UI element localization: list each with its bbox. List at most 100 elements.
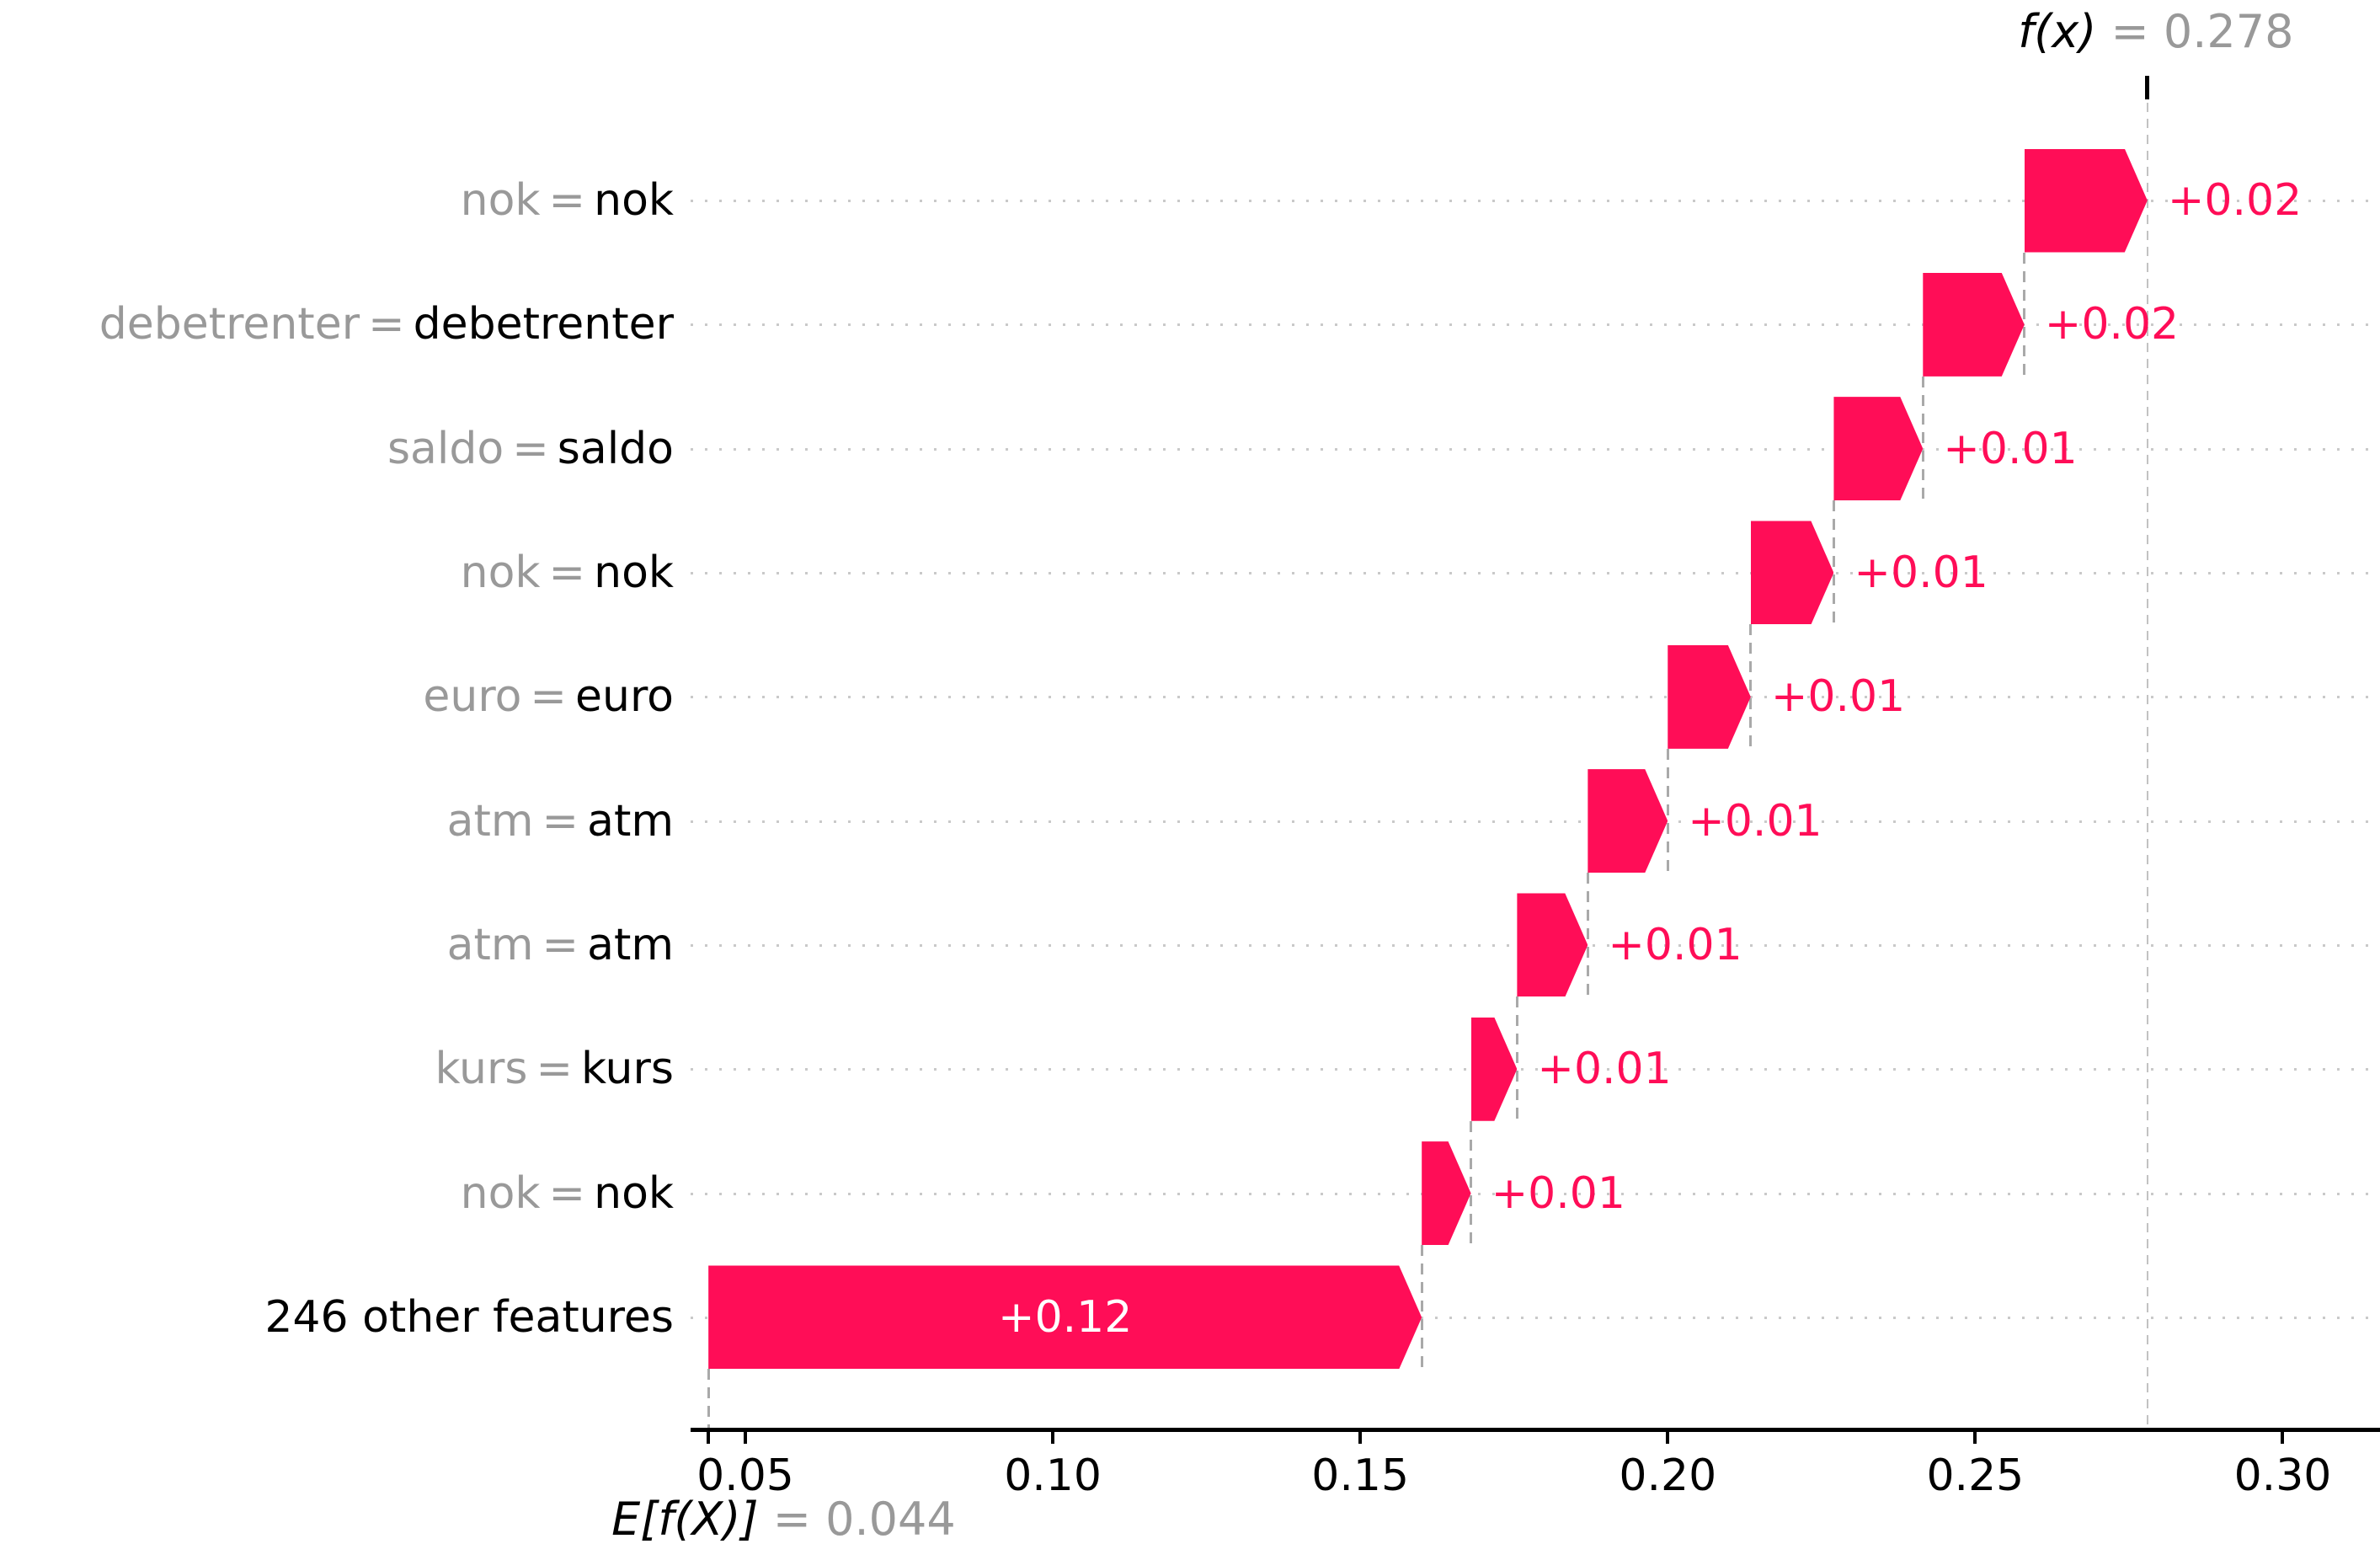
bar-value-label: +0.01 [1943, 423, 2078, 474]
expected-value-annotation: E[f(X)] = 0.044 [611, 1493, 956, 1547]
fx-value: = 0.278 [2096, 5, 2294, 58]
equals-sign: = [530, 671, 567, 723]
feature-name-text: nok [594, 547, 674, 598]
waterfall-bar [1517, 893, 1588, 996]
bar-value-label: +0.01 [1854, 547, 1988, 598]
bar-value-label: +0.01 [1608, 919, 1742, 970]
feature-value-text: atm [446, 919, 534, 970]
feature-name-text: kurs [581, 1044, 674, 1095]
expected-value-tick [707, 1432, 711, 1444]
bar-value-label: +0.02 [2044, 299, 2180, 350]
waterfall-bar [2025, 149, 2148, 253]
x-tick [1973, 1432, 1977, 1444]
feature-label: euro = euro [423, 670, 674, 724]
x-tick-label: 0.30 [2233, 1450, 2332, 1501]
gridline [691, 1192, 2375, 1195]
feature-value-text: saldo [387, 423, 504, 474]
x-tick-label: 0.05 [696, 1450, 794, 1501]
waterfall-bar [1833, 397, 1923, 500]
feature-value-text: nok [460, 547, 541, 598]
equals-sign: = [512, 423, 549, 474]
x-tick [2281, 1432, 2285, 1444]
fx-reference-line [2146, 103, 2148, 1428]
feature-name-text: 246 other features [264, 1291, 674, 1343]
feature-label: atm = atm [447, 794, 674, 848]
feature-value-text: nok [460, 1167, 541, 1219]
equals-sign: = [548, 547, 586, 598]
connector-line [1666, 748, 1669, 873]
feature-name-text: euro [575, 671, 674, 723]
gridline [691, 820, 2375, 823]
waterfall-bar [1668, 645, 1751, 749]
waterfall-bar [708, 1265, 1422, 1369]
x-tick [743, 1432, 747, 1444]
bar-value-label: +0.02 [2167, 175, 2303, 226]
x-tick [1051, 1432, 1055, 1444]
gridline [691, 696, 2375, 699]
connector-line [707, 1369, 710, 1428]
feature-label: saldo = saldo [387, 422, 674, 476]
connector-line [1832, 500, 1835, 625]
connector-line [1470, 1120, 1473, 1246]
gridline [691, 1068, 2375, 1071]
bar-value-label: +0.01 [1688, 795, 1822, 847]
gridline [691, 200, 2375, 202]
feature-label: 246 other features [264, 1290, 674, 1344]
fx-tick [2145, 76, 2150, 99]
feature-label: nok = nok [461, 174, 674, 227]
waterfall-bar [1751, 521, 1834, 624]
connector-line [1420, 1245, 1423, 1370]
fx-symbol: f(x) [2018, 5, 2097, 58]
feature-name-text: debetrenter [413, 299, 674, 350]
bar-value-label: +0.01 [1491, 1167, 1625, 1219]
gridline [691, 323, 2375, 327]
equals-sign: = [542, 919, 579, 970]
equals-sign: = [536, 1044, 574, 1095]
bar-value-label: +0.12 [998, 1291, 1133, 1343]
feature-label: nok = nok [461, 1167, 674, 1221]
feature-label: kurs = kurs [435, 1042, 674, 1096]
bar-value-label: +0.01 [1770, 671, 1906, 723]
x-tick-label: 0.25 [1926, 1450, 2025, 1501]
x-tick-label: 0.15 [1311, 1450, 1410, 1501]
equals-sign: = [548, 1167, 586, 1219]
feature-value-text: atm [446, 795, 534, 847]
fx-annotation: f(x) = 0.278 [2004, 5, 2308, 59]
equals-sign: = [542, 795, 579, 847]
feature-name-text: nok [594, 175, 674, 226]
feature-name-text: atm [587, 795, 674, 847]
feature-name-text: atm [587, 919, 674, 970]
connector-line [1515, 996, 1518, 1121]
feature-value-text: kurs [435, 1044, 528, 1095]
x-axis-line [691, 1428, 2380, 1432]
feature-label: nok = nok [461, 546, 674, 600]
waterfall-bar [1923, 273, 2024, 377]
gridline [691, 571, 2375, 574]
feature-name-text: saldo [557, 423, 674, 474]
connector-line [1586, 873, 1589, 997]
connector-line [1921, 376, 1924, 501]
x-tick [1666, 1432, 1670, 1444]
gridline [691, 1316, 2375, 1319]
waterfall-bar [1471, 1018, 1518, 1121]
expected-value-text: = 0.044 [758, 1493, 956, 1546]
x-tick [1358, 1432, 1363, 1444]
connector-line [1749, 624, 1753, 749]
connector-line [2023, 252, 2026, 377]
feature-value-text: debetrenter [99, 299, 360, 350]
bar-value-label: +0.01 [1537, 1044, 1672, 1095]
gridline [691, 447, 2375, 451]
feature-value-text: nok [460, 175, 541, 226]
waterfall-bar [1422, 1141, 1470, 1245]
feature-label: debetrenter = debetrenter [99, 297, 674, 351]
feature-value-text: euro [423, 671, 522, 723]
expected-value-symbol: E[f(X)] [611, 1493, 759, 1546]
equals-sign: = [368, 299, 405, 350]
x-tick-label: 0.10 [1004, 1450, 1102, 1501]
equals-sign: = [548, 175, 586, 226]
x-tick-label: 0.20 [1619, 1450, 1717, 1501]
feature-label: atm = atm [447, 918, 674, 972]
waterfall-bar [1588, 769, 1668, 873]
feature-name-text: nok [594, 1167, 674, 1219]
